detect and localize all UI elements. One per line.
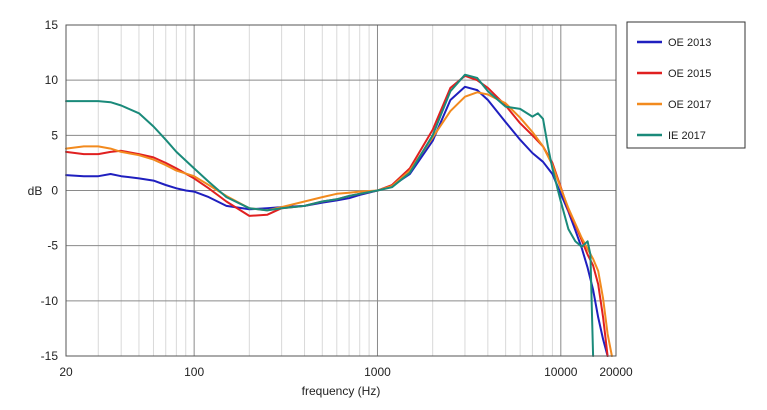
y-tick-label: 15 xyxy=(45,18,59,32)
x-tick-label: 1000 xyxy=(364,365,391,379)
y-tick-labels: 15 10 5 0 -5 -10 -15 xyxy=(41,18,59,363)
x-axis-title: frequency (Hz) xyxy=(302,384,381,398)
major-grid xyxy=(66,25,616,356)
y-tick-label: -10 xyxy=(41,294,59,308)
legend: OE 2013 OE 2015 OE 2017 IE 2017 xyxy=(626,21,746,149)
plot-frame xyxy=(65,24,617,357)
x-tick-label: 100 xyxy=(184,365,204,379)
series-layer xyxy=(65,73,613,357)
y-tick-label: 0 xyxy=(51,184,58,198)
legend-label-oe-2013: OE 2013 xyxy=(668,37,711,49)
legend-label-oe-2017: OE 2017 xyxy=(668,99,711,111)
y-tick-label: -15 xyxy=(41,349,59,363)
legend-label-oe-2015: OE 2015 xyxy=(668,68,711,80)
x-tick-label: 20 xyxy=(59,365,73,379)
x-tick-label: 20000 xyxy=(599,365,633,379)
legend-label-ie-2017: IE 2017 xyxy=(668,130,706,142)
x-tick-label: 10000 xyxy=(544,365,578,379)
x-tick-labels: 20 100 1000 10000 20000 xyxy=(59,365,633,379)
y-axis-title: dB xyxy=(28,184,43,198)
y-tick-label: 10 xyxy=(45,73,59,87)
y-tick-label: -5 xyxy=(47,239,58,253)
y-tick-label: 5 xyxy=(51,128,58,142)
series-line-ie-2017 xyxy=(65,73,595,357)
